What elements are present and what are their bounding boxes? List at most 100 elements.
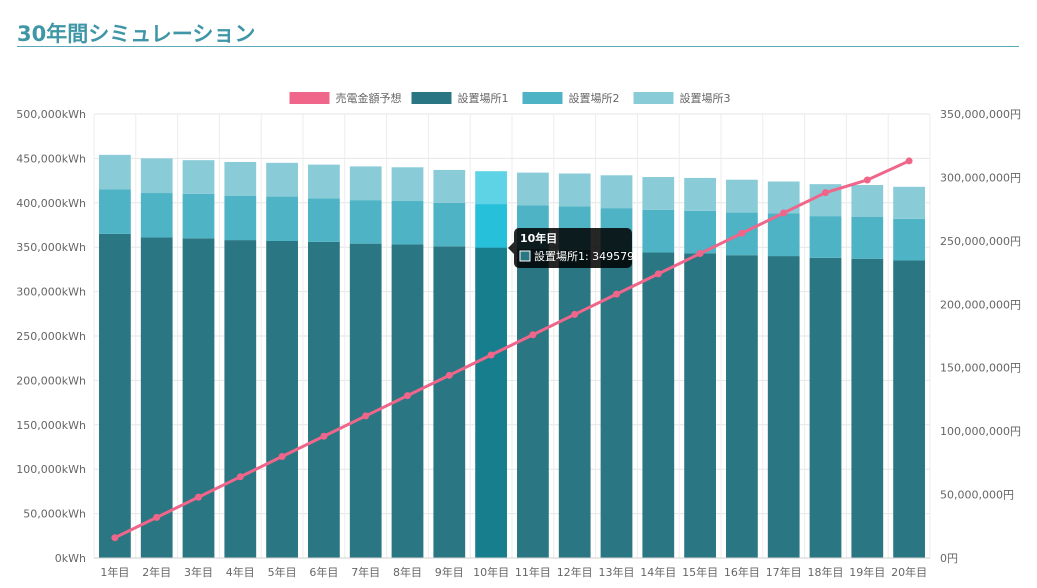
- tooltip-label: 設置場所1: 349579: [534, 249, 634, 263]
- legend-swatch[interactable]: [411, 92, 452, 104]
- bar-segment[interactable]: [684, 177, 716, 211]
- bar-segment[interactable]: [809, 257, 842, 558]
- bar-segment[interactable]: [726, 179, 758, 213]
- line-point[interactable]: [445, 371, 453, 379]
- bar-segment[interactable]: [391, 201, 424, 245]
- x-tick-label: 16年目: [724, 565, 760, 579]
- bar-segment[interactable]: [726, 255, 758, 558]
- bar-segment[interactable]: [433, 246, 466, 558]
- bar-segment[interactable]: [140, 193, 173, 238]
- y-left-tick-label: 350,000kWh: [16, 241, 86, 254]
- bar-segment[interactable]: [308, 198, 340, 242]
- y-right-tick-label: 0円: [940, 552, 958, 565]
- legend-label[interactable]: 設置場所1: [458, 91, 509, 105]
- legend-label[interactable]: 設置場所3: [680, 91, 731, 105]
- bar-segment[interactable]: [517, 248, 549, 558]
- line-point[interactable]: [863, 176, 871, 184]
- line-point[interactable]: [529, 331, 537, 339]
- line-point[interactable]: [362, 412, 370, 420]
- bar-segment[interactable]: [809, 216, 842, 258]
- y-left-tick-label: 400,000kWh: [16, 197, 86, 210]
- bar-segment[interactable]: [475, 247, 507, 558]
- x-tick-label: 13年目: [599, 565, 635, 579]
- line-point[interactable]: [111, 534, 119, 542]
- legend-label[interactable]: 売電金額予想: [336, 91, 402, 105]
- bar-segment[interactable]: [224, 195, 257, 241]
- bar-segment[interactable]: [391, 167, 424, 202]
- legend-label[interactable]: 設置場所2: [569, 91, 620, 105]
- bar-segment[interactable]: [266, 162, 298, 197]
- x-tick-label: 2年目: [142, 565, 171, 579]
- bar-segment[interactable]: [266, 196, 298, 241]
- bar-segment[interactable]: [99, 233, 131, 558]
- bar-segment[interactable]: [475, 171, 507, 205]
- bar-segment[interactable]: [224, 161, 257, 196]
- bar-segment[interactable]: [642, 177, 675, 210]
- bar-segment[interactable]: [475, 204, 507, 248]
- bar-segment[interactable]: [684, 253, 716, 558]
- line-point[interactable]: [654, 270, 662, 278]
- bar-segment[interactable]: [600, 250, 633, 558]
- x-tick-label: 6年目: [309, 565, 338, 579]
- y-left-tick-label: 250,000kWh: [16, 330, 86, 343]
- axes-layer: 0kWh 50,000kWh 100,000kWh 150,000kWh 200,000…: [16, 108, 1021, 579]
- bar-segment[interactable]: [182, 238, 215, 558]
- bar-segment[interactable]: [893, 186, 925, 219]
- bar-segment[interactable]: [349, 200, 382, 244]
- line-point[interactable]: [613, 290, 620, 298]
- line-point[interactable]: [404, 392, 411, 400]
- line-point[interactable]: [153, 513, 161, 521]
- legend-swatch[interactable]: [289, 92, 330, 104]
- y-right-tick-label: 250,000,000円: [940, 235, 1021, 248]
- line-point[interactable]: [780, 209, 788, 217]
- bar-segment[interactable]: [433, 202, 466, 247]
- bar-segment[interactable]: [767, 256, 800, 558]
- bar-segment[interactable]: [99, 189, 131, 234]
- line-point[interactable]: [905, 157, 913, 165]
- line-point[interactable]: [487, 351, 495, 359]
- bar-segment[interactable]: [767, 213, 800, 257]
- line-point[interactable]: [696, 250, 704, 258]
- bar-segment[interactable]: [433, 169, 466, 203]
- line-point[interactable]: [571, 310, 579, 318]
- bar-segment[interactable]: [600, 175, 633, 209]
- y-right-tick-label: 150,000,000円: [940, 362, 1021, 375]
- line-layer[interactable]: [111, 157, 913, 542]
- bar-segment[interactable]: [99, 154, 131, 190]
- bar-segment[interactable]: [140, 237, 173, 558]
- bar-segment[interactable]: [893, 260, 925, 558]
- chart-legend[interactable]: 売電金額予想 設置場所1 設置場所2 設置場所3: [289, 91, 731, 105]
- bar-segment[interactable]: [349, 166, 382, 201]
- legend-swatch[interactable]: [522, 92, 563, 104]
- line-point[interactable]: [195, 493, 202, 501]
- y-right-tick-label: 300,000,000円: [940, 171, 1021, 184]
- bar-segment[interactable]: [642, 209, 675, 253]
- bar-segment[interactable]: [642, 252, 675, 558]
- bar-segment[interactable]: [182, 193, 215, 239]
- bar-segment[interactable]: [684, 210, 716, 254]
- line-point[interactable]: [320, 432, 328, 440]
- bar-segment[interactable]: [182, 160, 215, 194]
- bar-segment[interactable]: [308, 241, 340, 558]
- y-left-tick-label: 0kWh: [55, 552, 86, 565]
- bar-segment[interactable]: [851, 217, 884, 259]
- bar-segment[interactable]: [308, 164, 340, 199]
- x-tick-label: 20年目: [891, 565, 927, 579]
- bar-segment[interactable]: [851, 258, 884, 558]
- line-point[interactable]: [822, 189, 829, 197]
- bar-segment[interactable]: [517, 172, 549, 206]
- line-point[interactable]: [236, 473, 244, 481]
- title-underline: [17, 46, 1019, 47]
- line-point[interactable]: [278, 453, 286, 461]
- bar-segment[interactable]: [893, 218, 925, 261]
- legend-swatch[interactable]: [633, 92, 674, 104]
- bar-segment[interactable]: [224, 240, 257, 558]
- bar-segment[interactable]: [851, 185, 884, 218]
- line-point[interactable]: [738, 229, 746, 237]
- bar-segment[interactable]: [266, 240, 298, 558]
- bar-segment[interactable]: [140, 158, 173, 194]
- bar-segment[interactable]: [558, 249, 591, 558]
- bar-segment[interactable]: [558, 173, 591, 207]
- bar-segment[interactable]: [349, 243, 382, 558]
